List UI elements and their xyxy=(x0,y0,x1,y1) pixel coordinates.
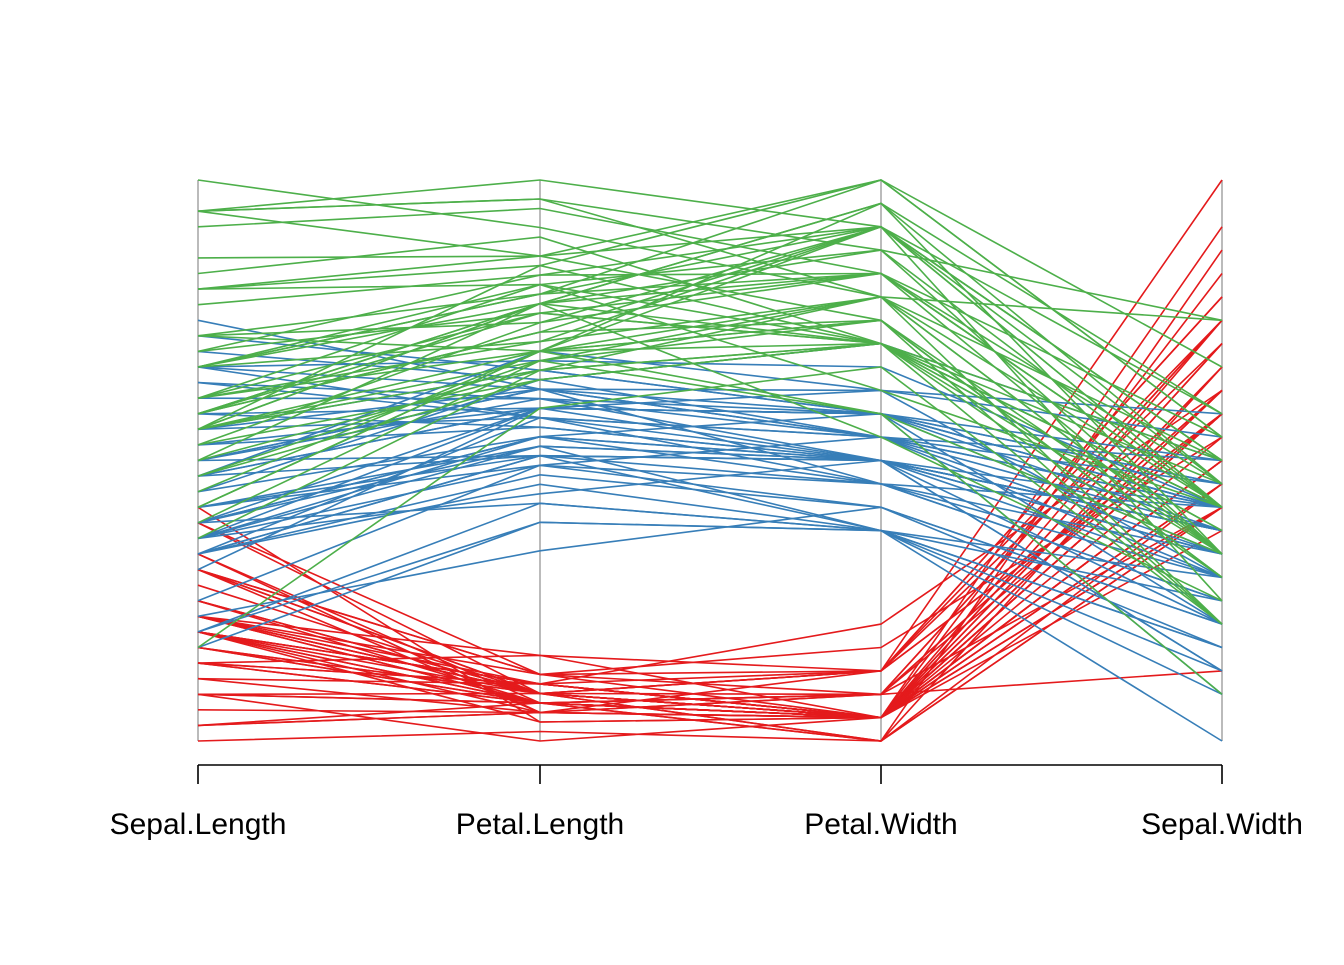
line-virginica-46 xyxy=(197,319,1223,625)
line-setosa-41 xyxy=(197,670,1223,714)
line-virginica-33 xyxy=(197,350,1223,555)
line-versicolor-31 xyxy=(197,483,1223,649)
line-virginica-9 xyxy=(197,179,1223,368)
line-virginica-19 xyxy=(197,359,1223,695)
line-versicolor-49 xyxy=(197,445,1223,555)
line-virginica-37 xyxy=(197,312,1223,485)
axis-label-2: Petal.Width xyxy=(804,808,957,841)
line-setosa-45 xyxy=(197,506,1223,704)
axis-label-3: Sepal.Width xyxy=(1141,808,1303,841)
x-axis xyxy=(197,764,1223,784)
line-versicolor-12 xyxy=(197,454,1223,696)
line-virginica-39 xyxy=(197,272,1223,485)
axis-label-0: Sepal.Length xyxy=(110,808,287,841)
line-virginica-48 xyxy=(197,225,1223,446)
line-versicolor-32 xyxy=(197,464,1223,579)
line-setosa-13 xyxy=(197,506,1223,742)
line-virginica-41 xyxy=(197,225,1223,485)
line-versicolor-30 xyxy=(197,473,1223,649)
line-virginica-34 xyxy=(197,302,1223,602)
line-versicolor-43 xyxy=(197,521,1223,672)
line-virginica-47 xyxy=(197,296,1223,508)
line-virginica-44 xyxy=(197,179,1223,438)
line-virginica-42 xyxy=(197,319,1223,579)
line-virginica-45 xyxy=(197,225,1223,508)
line-virginica-49 xyxy=(197,342,1223,509)
line-versicolor-48 xyxy=(197,506,1223,625)
axis-label-1: Petal.Length xyxy=(456,808,624,841)
line-virginica-17 xyxy=(197,198,1223,322)
line-virginica-43 xyxy=(197,225,1223,462)
line-virginica-31 xyxy=(197,179,1223,322)
axis-labels-group: Sepal.Length Petal.Length Petal.Width Se… xyxy=(110,808,1303,841)
data-lines-group xyxy=(197,179,1223,742)
line-versicolor-42 xyxy=(197,454,1223,602)
line-virginica-12 xyxy=(197,272,1223,508)
